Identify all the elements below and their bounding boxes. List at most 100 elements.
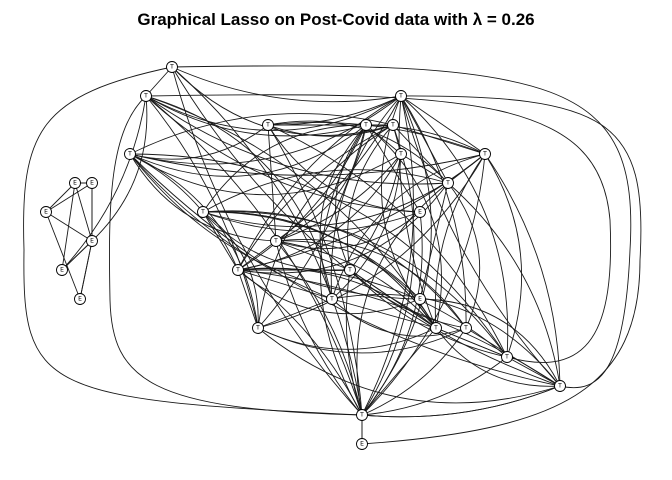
node-n3[interactable]: T [395,90,407,102]
node-n24[interactable]: T [326,293,338,305]
node-circle [124,148,136,160]
node-n19[interactable]: E [414,206,426,218]
node-circle [270,235,282,247]
edge-n17-n30 [447,182,561,387]
edge-n22-n30 [237,269,561,387]
node-label: T [363,122,368,129]
node-n23[interactable]: T [344,264,356,276]
node-label: T [347,267,352,274]
node-circle [387,119,399,131]
edge-n29-n31 [361,356,508,416]
edge-n3-n5 [129,95,402,165]
node-n9[interactable]: E [86,235,98,247]
edge-n4-n16 [267,122,486,155]
node-n5[interactable]: T [124,148,136,160]
node-circle [86,235,98,247]
node-circle [262,119,274,131]
node-n29[interactable]: T [501,351,513,363]
node-label: T [398,151,403,158]
node-n6[interactable]: E [69,177,81,189]
edge-n3-n32 [361,95,414,416]
node-n26[interactable]: T [252,322,264,334]
node-circle [395,148,407,160]
node-n20[interactable]: E [414,293,426,305]
node-label: E [90,238,94,245]
edge-n27-n29 [435,327,508,358]
node-n25[interactable]: T [430,322,442,334]
node-circle [56,264,68,276]
edge-n18-n22 [202,211,239,271]
node-n7[interactable]: E [86,177,98,189]
outer-edge-4 [145,94,612,363]
edge-n22-n24 [237,269,333,300]
edge-n18-n29 [202,211,508,358]
edge-n13-n31 [320,124,367,416]
node-n18[interactable]: T [197,206,209,218]
edge-n22-n29 [237,268,508,358]
edge-n13-n18 [202,124,367,213]
edge-n11-n12 [61,240,93,271]
edge-n1-n3 [171,66,402,103]
node-n15[interactable]: T [395,148,407,160]
node-circle [166,61,178,73]
edge-n17-n22 [237,182,449,274]
node-circle [414,206,426,218]
node-label: T [329,296,334,303]
edge-n14-n16 [392,124,486,155]
node-n31[interactable]: T [356,409,368,421]
edge-n5-n21 [129,153,277,242]
edge-n16-n31 [361,153,486,416]
node-n4[interactable]: T [262,119,274,131]
edge-n13-n22 [237,124,367,271]
edge-n26-n30 [257,327,561,404]
edge-n17-n20 [419,182,449,300]
edge-n13-n23 [335,124,367,271]
node-n21[interactable]: T [270,235,282,247]
node-label: E [418,296,422,303]
node-n33[interactable]: E [356,438,368,450]
node-circle [74,293,86,305]
node-n16[interactable]: T [479,148,491,160]
node-label: E [418,209,422,216]
node-n22[interactable]: T [232,264,244,276]
edge-n24-n27 [331,298,437,329]
edge-n23-n28 [349,269,467,329]
node-circle [360,119,372,131]
edge-n22-n26 [237,269,259,329]
node-n2[interactable]: T [140,90,152,102]
node-n30[interactable]: T [554,380,566,392]
node-label: T [265,122,270,129]
node-n28[interactable]: T [460,322,472,334]
edge-n17-n28 [447,182,481,329]
node-label: T [445,180,450,187]
edge-n15-n21 [275,153,402,242]
edge-n4-n21 [267,124,277,242]
node-n8[interactable]: E [40,206,52,218]
edge-n4-n29 [267,124,508,358]
outer-edge-3 [361,95,642,445]
node-n14[interactable]: T [387,119,399,131]
edge-n2-n11 [61,95,147,271]
node-n10[interactable]: E [74,293,86,305]
edge-n14-n22 [237,124,394,271]
node-label: T [169,64,174,71]
edge-n15-n23 [349,153,402,271]
node-label: T [557,383,562,390]
node-n17[interactable]: T [442,177,454,189]
edge-n23-n27 [349,269,437,329]
edge-n5-n22 [129,153,239,271]
edge-n30-n32 [361,385,561,418]
edge-n4-n5 [129,124,269,160]
node-n11[interactable]: E [56,264,68,276]
node-circle [414,293,426,305]
node-label: T [235,267,240,274]
node-n13[interactable]: T [360,119,372,131]
node-label: T [127,151,132,158]
node-n1[interactable]: T [166,61,178,73]
node-label: T [504,354,509,361]
edge-n16-n26 [257,153,486,329]
node-circle [40,206,52,218]
edge-n27-n30 [435,327,561,387]
node-circle [69,177,81,189]
